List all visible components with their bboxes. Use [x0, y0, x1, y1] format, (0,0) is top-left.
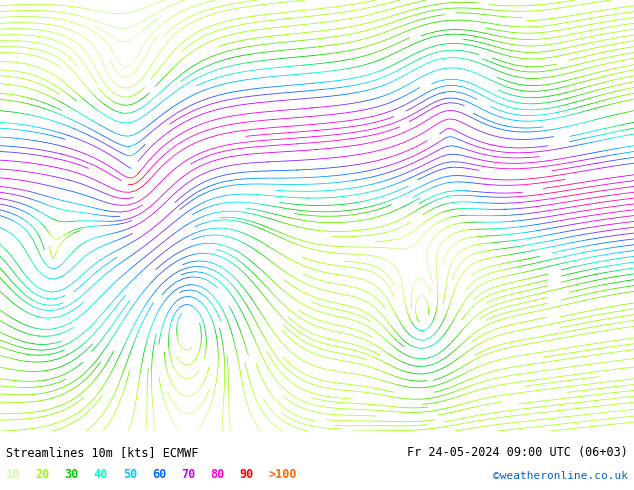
Text: 20: 20 [36, 468, 49, 481]
Text: 50: 50 [123, 468, 137, 481]
FancyArrowPatch shape [419, 296, 420, 297]
Text: 80: 80 [210, 468, 224, 481]
Text: 60: 60 [152, 468, 166, 481]
FancyArrowPatch shape [196, 357, 197, 359]
Text: 70: 70 [181, 468, 195, 481]
Text: Streamlines 10m [kts] ECMWF: Streamlines 10m [kts] ECMWF [6, 446, 198, 459]
FancyArrowPatch shape [182, 394, 184, 395]
Text: Fr 24-05-2024 09:00 UTC (06+03): Fr 24-05-2024 09:00 UTC (06+03) [407, 446, 628, 459]
Text: 30: 30 [65, 468, 79, 481]
Text: 40: 40 [94, 468, 108, 481]
Text: >100: >100 [269, 468, 297, 481]
Text: ©weatheronline.co.uk: ©weatheronline.co.uk [493, 471, 628, 481]
FancyArrowPatch shape [418, 278, 419, 279]
Text: 90: 90 [240, 468, 254, 481]
Text: 10: 10 [6, 468, 20, 481]
FancyArrowPatch shape [60, 276, 62, 277]
